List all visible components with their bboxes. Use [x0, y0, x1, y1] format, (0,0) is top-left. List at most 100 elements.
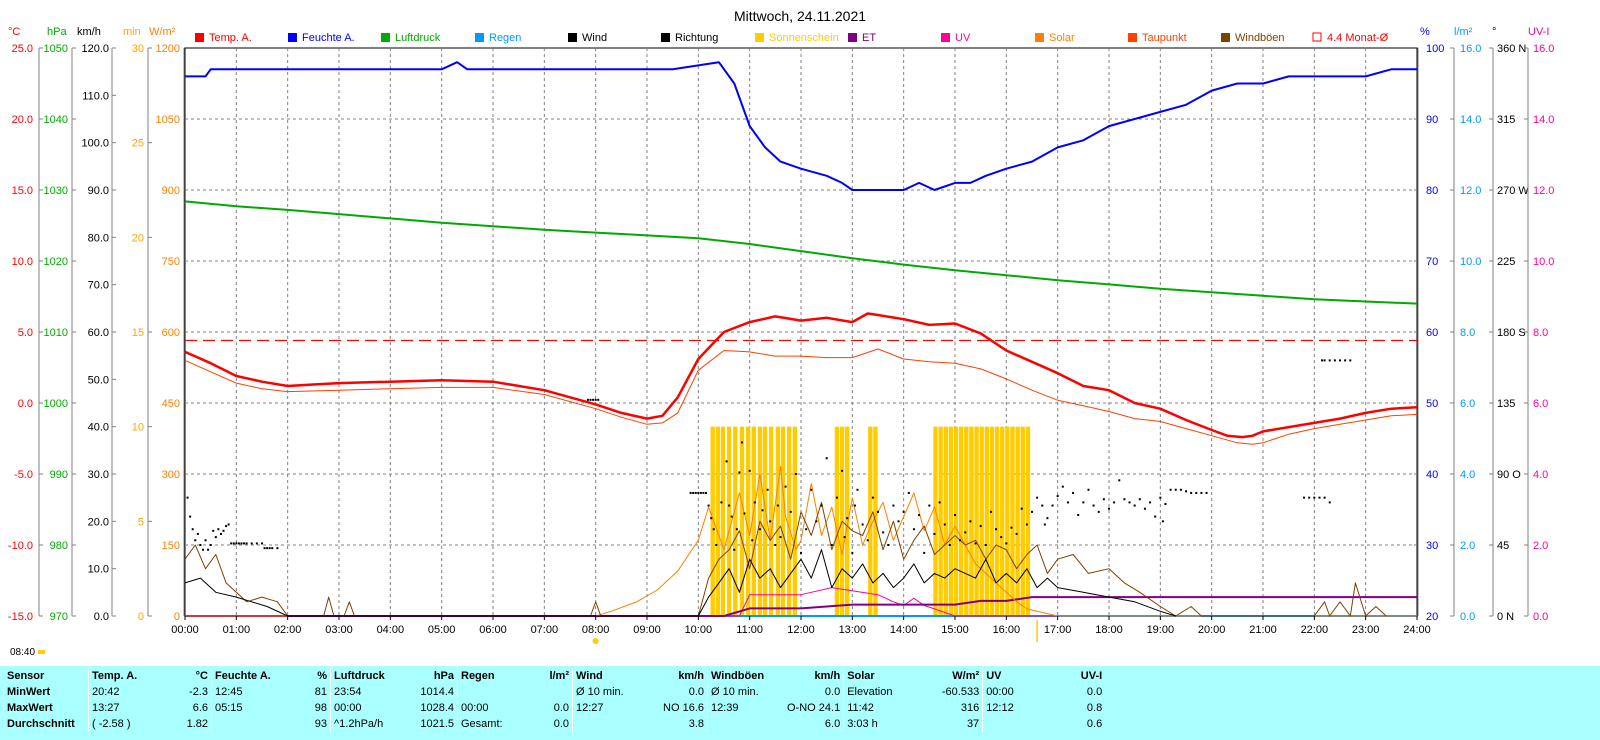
direction-point	[697, 491, 700, 494]
direction-point	[853, 504, 856, 507]
direction-point	[1323, 359, 1326, 362]
tick-label: 1050	[156, 114, 180, 126]
sunshine-bar	[720, 426, 726, 616]
direction-point	[240, 542, 243, 545]
sun-icon	[37, 650, 45, 655]
tick-label: 150	[162, 540, 180, 552]
legend-swatch	[381, 33, 390, 42]
tick-label: 20	[132, 232, 144, 244]
axis-unit: min	[123, 26, 141, 38]
legend-label: Taupunkt	[1142, 32, 1187, 44]
sunshine-bars	[710, 426, 1031, 616]
axis-unit: km/h	[77, 26, 101, 38]
sunshine-bar	[792, 426, 798, 616]
sunshine-bar	[775, 426, 781, 616]
legend-swatch	[288, 33, 297, 42]
direction-point	[918, 514, 921, 517]
direction-point	[592, 398, 595, 401]
tick-label: 20	[1426, 611, 1438, 623]
direction-point	[815, 520, 818, 523]
direction-point	[1200, 491, 1203, 494]
axis-unit: °	[1492, 26, 1496, 38]
tick-label: 90	[1426, 114, 1438, 126]
legend-label: Solar	[1049, 32, 1075, 44]
tick-label: 80.0	[88, 232, 109, 244]
sunshine-bar	[984, 426, 990, 616]
stats-cell: 12:45	[211, 684, 288, 700]
direction-point	[1072, 491, 1075, 494]
x-tick-label: 21:00	[1249, 624, 1277, 636]
x-axis: 00:00 01:00 02:00 03:00 04:00 05:00 06:00 07:00…	[171, 616, 1431, 644]
direction-point	[692, 491, 695, 494]
series-et	[185, 596, 1417, 617]
tick-label: 20.0	[88, 516, 109, 528]
stats-cell: 05:15	[211, 700, 288, 716]
tick-label: 10.0	[1460, 256, 1481, 268]
tick-label: 0	[138, 611, 144, 623]
tick-label: 15	[132, 327, 144, 339]
tick-label: 270 W	[1497, 185, 1529, 197]
tick-label: 600	[162, 327, 180, 339]
direction-point	[1339, 359, 1341, 362]
axis-unit: °C	[8, 26, 20, 38]
tick-label: 30	[132, 43, 144, 55]
stats-cell	[522, 684, 573, 700]
direction-point	[825, 457, 828, 460]
stats-header-cell: Solar	[843, 668, 925, 684]
tick-label: 10	[132, 422, 144, 434]
tick-label: 4.0	[1533, 469, 1548, 481]
direction-point	[733, 548, 736, 551]
direction-point	[1164, 502, 1167, 505]
stats-header-cell: l/m²	[549, 670, 569, 682]
direction-point	[1333, 359, 1336, 362]
direction-point	[1005, 542, 1008, 545]
direction-point	[1133, 504, 1136, 507]
sunshine-bar	[715, 426, 721, 616]
direction-point	[276, 547, 279, 550]
x-tick-label: 01:00	[223, 624, 251, 636]
stats-cell: NO 16.6	[663, 702, 704, 714]
direction-point	[707, 504, 710, 507]
direction-point	[820, 504, 823, 507]
stats-header-cell: UV	[982, 668, 1048, 684]
sunshine-bar	[769, 426, 774, 616]
legend-label: Richtung	[675, 32, 718, 44]
statistics-table: Sensor Temp. A. °C Feuchte A.% Luftdruck hPa R…	[4, 668, 1105, 732]
direction-point	[964, 531, 967, 534]
x-tick-label: 22:00	[1301, 624, 1329, 636]
direction-point	[245, 542, 248, 545]
direction-point	[738, 471, 741, 474]
direction-point	[1010, 526, 1013, 529]
sunshine-bar	[938, 426, 943, 616]
tick-label: 300	[162, 469, 180, 481]
axis-unit: %	[1420, 26, 1430, 38]
tick-label: 970	[50, 611, 68, 623]
tick-label: 1050	[44, 43, 68, 55]
direction-point	[1308, 496, 1311, 499]
tick-label: -15.0	[8, 611, 33, 623]
sunshine-bar	[845, 426, 850, 616]
axis-unit: UV-I	[1528, 26, 1549, 38]
direction-point	[938, 501, 941, 504]
series-wind	[184, 549, 1176, 617]
stats-cell: 11:42	[843, 700, 925, 716]
legend: Temp. A. Feuchte A. Luftdruck Regen Wind Rich…	[195, 32, 1389, 44]
direction-point	[1190, 491, 1193, 494]
direction-point	[995, 528, 998, 531]
tick-label: 0.0	[94, 611, 109, 623]
tick-label: 90 O	[1497, 469, 1521, 481]
sunshine-bar	[943, 426, 948, 616]
sunshine-bar	[751, 426, 756, 616]
tick-label: 6.0	[1460, 398, 1475, 410]
direction-point	[943, 523, 946, 526]
direction-point	[1185, 490, 1187, 493]
sunshine-bar	[1020, 426, 1025, 616]
direction-point	[194, 539, 197, 542]
direction-point	[263, 547, 266, 550]
direction-point	[1051, 504, 1054, 507]
direction-point	[1179, 488, 1182, 491]
direction-point	[892, 504, 895, 507]
direction-point	[1077, 514, 1080, 517]
stats-header-cell: Temp. A.	[88, 668, 161, 684]
stats-cell: 3.8	[688, 718, 704, 730]
